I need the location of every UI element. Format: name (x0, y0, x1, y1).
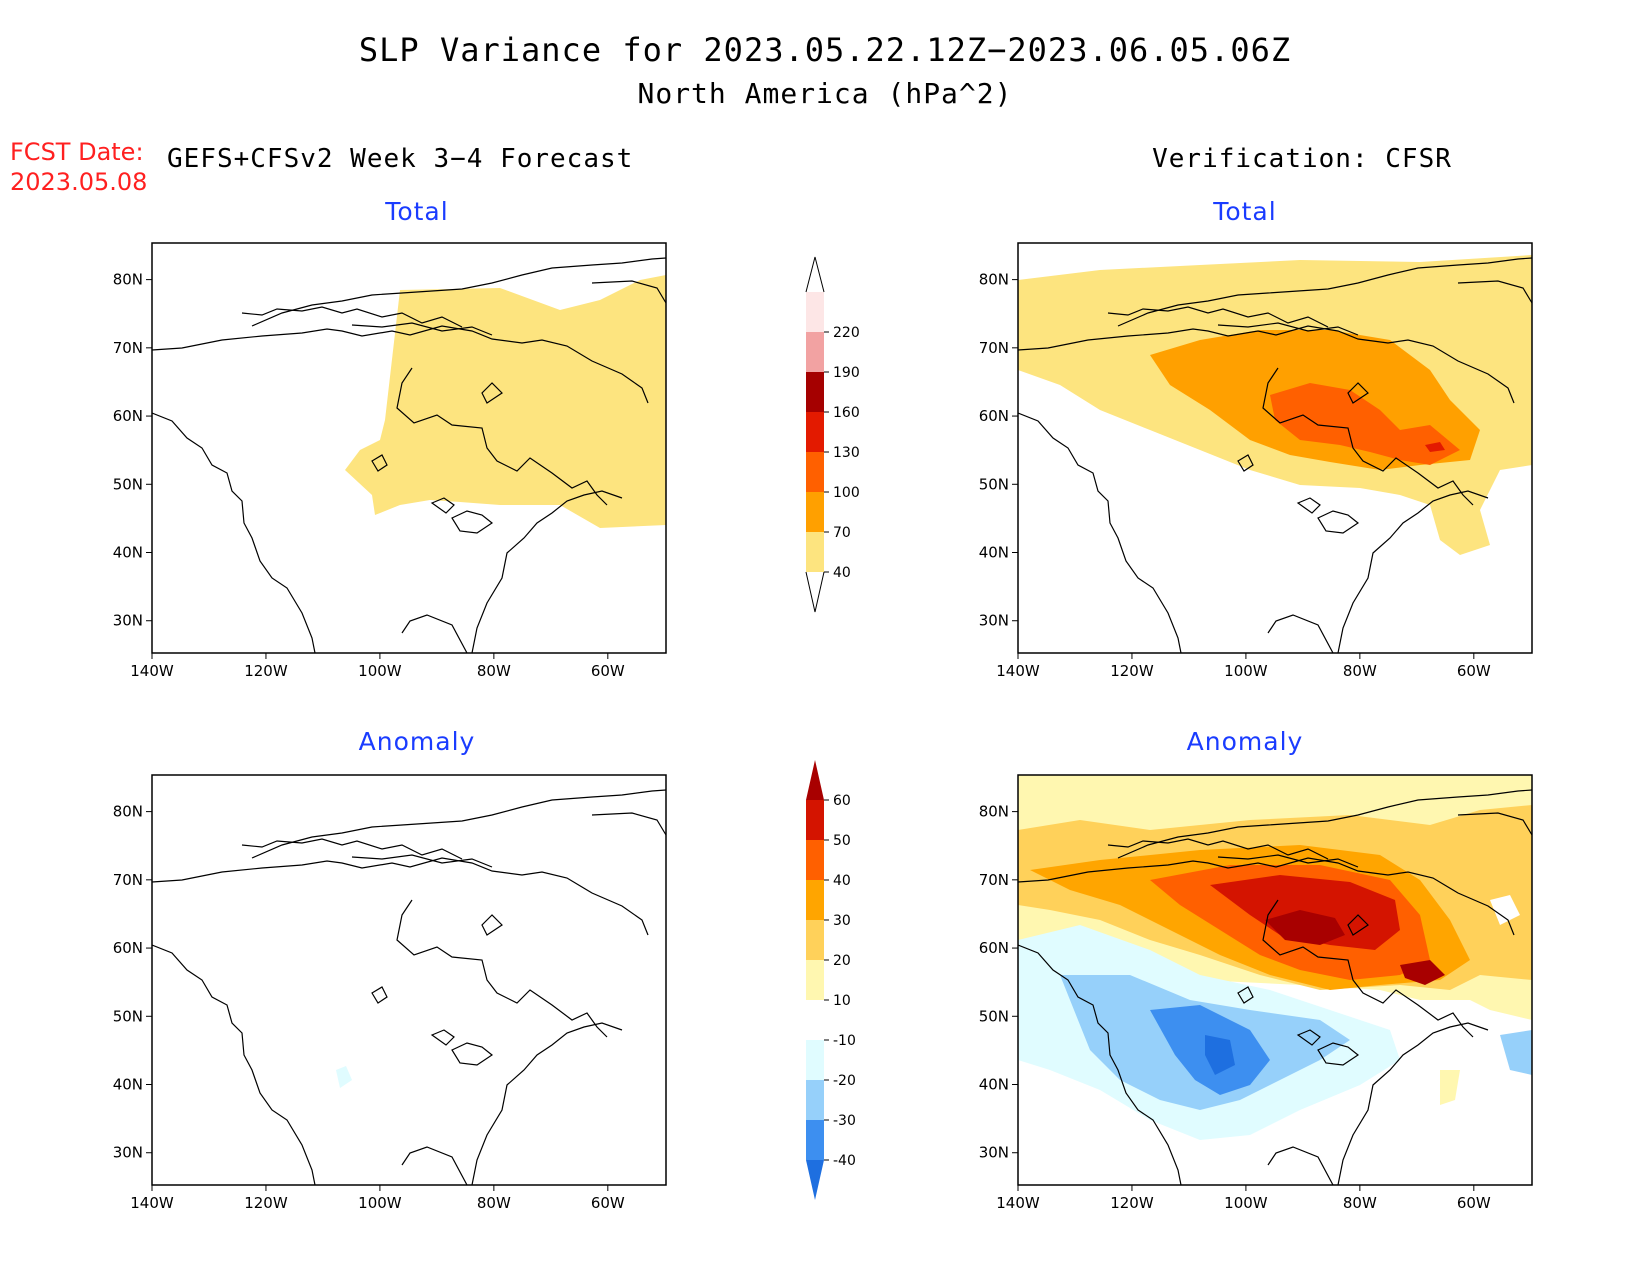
lon-tick-label: 80W (1343, 1194, 1377, 1212)
lat-tick-label: 50N (979, 475, 1009, 493)
anomaly-colorbar-swatch (806, 880, 824, 920)
anomaly-colorbar-swatch (806, 840, 824, 880)
anomaly-colorbar-label: -30 (833, 1113, 856, 1129)
lat-tick-label: 80N (979, 271, 1009, 289)
total-colorbar-swatch (806, 492, 824, 532)
total-colorbar-swatch (806, 532, 824, 572)
lat-tick-label: 60N (113, 407, 143, 425)
anomaly-colorbar-label: 60 (833, 793, 851, 809)
lon-tick-label: 100W (1224, 662, 1268, 680)
lon-tick-label: 60W (591, 662, 625, 680)
total-colorbar: 40 70 100 130 160 190 220 (805, 256, 860, 613)
lat-tick-label: 30N (113, 612, 143, 630)
total-colorbar-label: 160 (833, 405, 860, 421)
chart-subtitle: North America (hPa^2) (637, 77, 1013, 110)
total-colorbar-label: 100 (833, 485, 860, 501)
lat-tick-label: 30N (113, 1144, 143, 1162)
total-colorbar-swatch (806, 332, 824, 372)
forecast-date-value: 2023.05.08 (10, 168, 148, 196)
lat-tick-label: 80N (113, 271, 143, 289)
anomaly-colorbar-swatch (806, 920, 824, 960)
lon-tick-label: 120W (244, 1194, 288, 1212)
lat-tick-label: 80N (113, 803, 143, 821)
chart-title: SLP Variance for 2023.05.22.12Z−2023.06.… (358, 31, 1292, 69)
verification-total-map (1018, 243, 1532, 653)
forecast-total-map (152, 243, 666, 653)
lat-tick-label: 60N (979, 939, 1009, 957)
total-colorbar-swatch (806, 372, 824, 412)
anomaly-colorbar-label: 30 (833, 913, 851, 929)
forecast-total-shading (345, 275, 666, 528)
lat-tick-label: 50N (113, 1007, 143, 1025)
lat-tick-label: 70N (979, 871, 1009, 889)
anomaly-colorbar-label: -20 (833, 1073, 856, 1089)
anomaly-colorbar-label: 20 (833, 953, 851, 969)
lon-tick-label: 60W (1457, 662, 1491, 680)
anomaly-colorbar-swatch (806, 1080, 824, 1120)
anomaly-colorbar-label: 40 (833, 873, 851, 889)
lat-tick-label: 40N (113, 1076, 143, 1094)
lon-tick-label: 140W (130, 662, 174, 680)
lon-tick-label: 100W (358, 662, 402, 680)
total-colorbar-label: 220 (833, 325, 860, 341)
lon-tick-label: 120W (1110, 662, 1154, 680)
lon-tick-label: 120W (1110, 1194, 1154, 1212)
verification-anomaly-map (1018, 775, 1532, 1185)
total-colorbar-label: 40 (833, 565, 851, 581)
lon-tick-label: 60W (1457, 1194, 1491, 1212)
lon-tick-label: 80W (477, 662, 511, 680)
anomaly-colorbar-label: 10 (833, 993, 851, 1009)
lon-tick-label: 140W (996, 1194, 1040, 1212)
anomaly-colorbar-swatch (806, 800, 824, 840)
anomaly-colorbar-swatch (806, 1120, 824, 1160)
total-colorbar-label: 130 (833, 445, 860, 461)
panel-title-verification-total: Total (1213, 197, 1277, 226)
anomaly-colorbar-swatch (806, 1000, 824, 1040)
forecast-model-label: GEFS+CFSv2 Week 3−4 Forecast (167, 144, 634, 174)
lat-tick-label: 50N (979, 1007, 1009, 1025)
forecast-date-label: FCST Date: (10, 138, 144, 166)
anomaly-colorbar-swatch (806, 760, 824, 800)
anomaly-colorbar-swatch (806, 1160, 824, 1200)
lat-tick-label: 70N (979, 339, 1009, 357)
panel-title-forecast-total: Total (385, 197, 449, 226)
total-colorbar-label: 70 (833, 525, 851, 541)
lon-tick-label: 60W (591, 1194, 625, 1212)
lat-tick-label: 70N (113, 339, 143, 357)
lon-tick-label: 100W (358, 1194, 402, 1212)
lon-tick-label: 80W (477, 1194, 511, 1212)
lon-tick-label: 80W (1343, 662, 1377, 680)
lat-tick-label: 60N (979, 407, 1009, 425)
lon-tick-label: 100W (1224, 1194, 1268, 1212)
verification-label: Verification: CFSR (1152, 144, 1452, 174)
total-colorbar-swatch (806, 292, 824, 332)
total-colorbar-label: 190 (833, 365, 860, 381)
lat-tick-label: 80N (979, 803, 1009, 821)
lon-tick-label: 140W (130, 1194, 174, 1212)
total-colorbar-swatch (806, 412, 824, 452)
anomaly-colorbar: -40 -30 -20 -10 10 20 30 40 50 60 (806, 760, 856, 1200)
anomaly-colorbar-label: -40 (833, 1153, 856, 1169)
lat-tick-label: 30N (979, 1144, 1009, 1162)
forecast-anomaly-map (152, 775, 666, 1185)
lat-tick-label: 40N (113, 544, 143, 562)
total-colorbar-swatch (806, 452, 824, 492)
lat-tick-label: 50N (113, 475, 143, 493)
panel-title-verification-anomaly: Anomaly (1186, 727, 1304, 756)
lat-tick-label: 30N (979, 612, 1009, 630)
lat-tick-label: 40N (979, 1076, 1009, 1094)
lat-tick-label: 40N (979, 544, 1009, 562)
lat-tick-label: 70N (113, 871, 143, 889)
anomaly-colorbar-swatch (806, 960, 824, 1000)
anomaly-colorbar-label: 50 (833, 833, 851, 849)
anomaly-colorbar-label: -10 (833, 1033, 856, 1049)
lat-tick-label: 60N (113, 939, 143, 957)
lon-tick-label: 140W (996, 662, 1040, 680)
anomaly-colorbar-swatch (806, 1040, 824, 1080)
panel-title-forecast-anomaly: Anomaly (358, 727, 476, 756)
lon-tick-label: 120W (244, 662, 288, 680)
